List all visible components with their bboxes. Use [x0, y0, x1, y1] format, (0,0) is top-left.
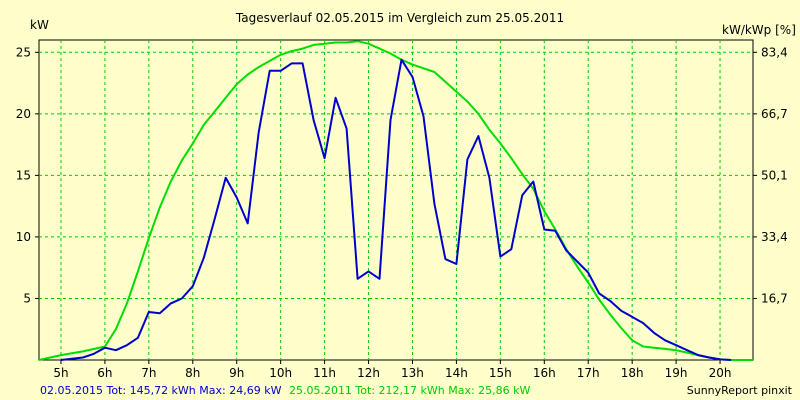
legend-2011-summary: 25.05.2011 Tot: 212,17 kWh Max: 25,86 kW [289, 384, 531, 397]
y-tick-label: 15 [16, 168, 31, 182]
series-line-02-05-2015 [60, 58, 732, 361]
x-tick-label: 6h [97, 366, 112, 380]
y2-tick-label: 83,4 [761, 45, 788, 59]
x-tick-label: 12h [357, 366, 380, 380]
x-tick-label: 19h [665, 366, 688, 380]
y2-tick-label: 33,4 [761, 230, 788, 244]
y2-tick-label: 66,7 [761, 107, 788, 121]
y2-tick-label: 16,7 [761, 291, 788, 305]
x-tick-label: 13h [401, 366, 424, 380]
series-layer [38, 40, 753, 361]
y-axis-label-right: kW/kWp [%] [722, 23, 796, 37]
y-axis-label-left: kW [30, 18, 49, 32]
x-tick-label: 15h [489, 366, 512, 380]
x-tick-label: 11h [313, 366, 336, 380]
axis-ticks: 5h 6h 7h 8h 9h 10h 11h 12h 13h 14h 15h 16h 17h 18h 19h… [16, 45, 788, 380]
legend-2015-summary: 02.05.2015 Tot: 145,72 kWh Max: 24,69 kW [40, 384, 282, 397]
footer-credit: SunnyReport pinxit [687, 384, 793, 397]
x-tick-label: 20h [709, 366, 732, 380]
x-tick-label: 17h [577, 366, 600, 380]
x-tick-label: 7h [141, 366, 156, 380]
grid-lines [39, 40, 753, 360]
x-tick-label: 5h [53, 366, 68, 380]
series-line-25-05-2011 [38, 40, 753, 361]
y-tick-label: 10 [16, 230, 31, 244]
x-tick-label: 18h [621, 366, 644, 380]
chart-title: Tagesverlauf 02.05.2015 im Vergleich zum… [235, 11, 564, 25]
x-tick-label: 10h [269, 366, 292, 380]
x-tick-label: 14h [445, 366, 468, 380]
y-tick-label: 5 [23, 291, 31, 305]
footer-legend: 02.05.2015 Tot: 145,72 kWh Max: 24,69 kW… [40, 384, 531, 397]
x-tick-label: 9h [229, 366, 244, 380]
plot-area [38, 39, 754, 361]
y-tick-label: 25 [16, 45, 31, 59]
y2-tick-label: 50,1 [761, 168, 788, 182]
x-tick-label: 8h [185, 366, 200, 380]
y-tick-label: 20 [16, 107, 31, 121]
x-tick-label: 16h [533, 366, 556, 380]
